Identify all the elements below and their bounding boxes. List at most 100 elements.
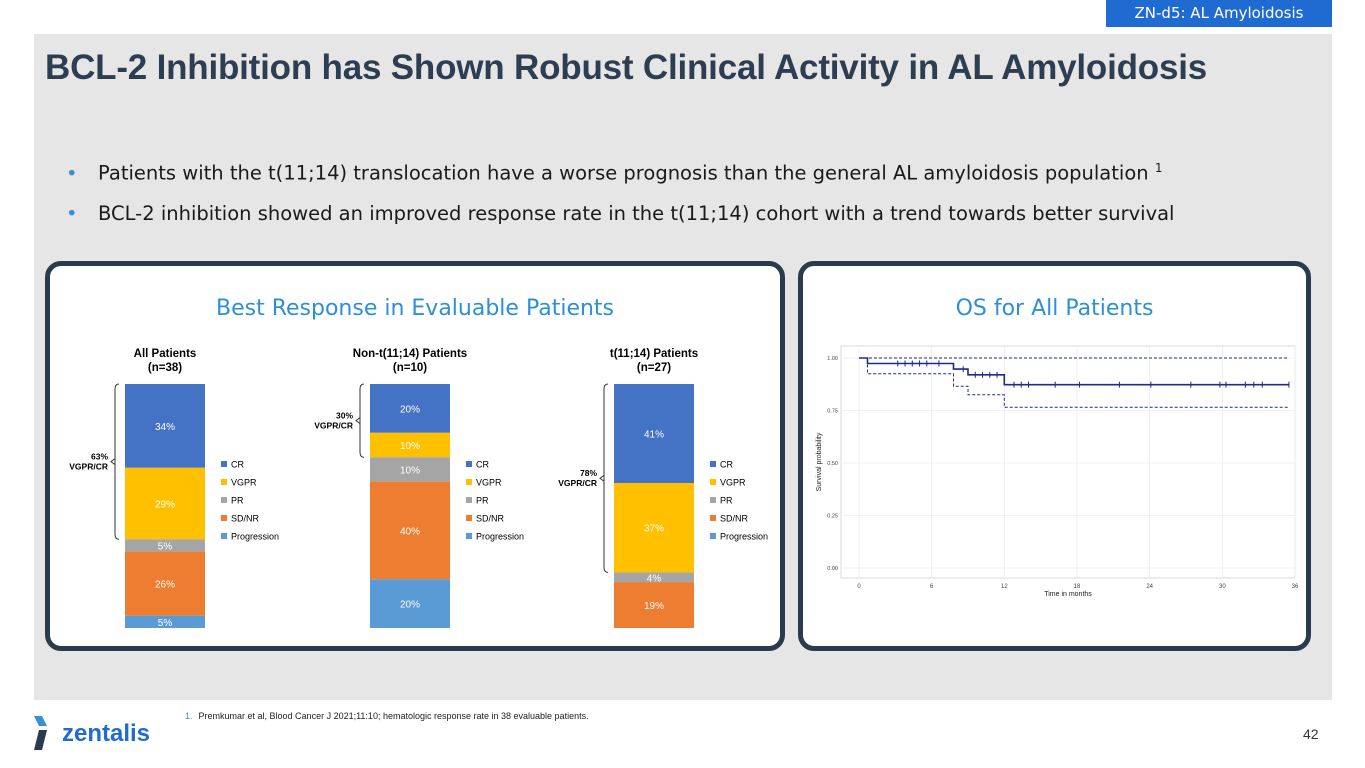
bullet-text: Patients with the t(11;14) translocation… (98, 161, 1149, 185)
y-tick-label: 1.00 (827, 356, 838, 362)
os-panel: OS for All Patients 0 6 12 18 24 30 36 0.00 0.25… (798, 261, 1311, 651)
bar-data-label: 10% (400, 441, 420, 452)
bracket-label: VGPR/CR (314, 421, 353, 431)
legend-label: VGPR (231, 478, 257, 488)
x-tick-label: 24 (1146, 584, 1153, 590)
legend-label: CR (231, 460, 244, 470)
bracket-value: 63% (91, 452, 108, 462)
legend-label: CR (720, 460, 733, 470)
bullet-item: • BCL-2 inhibition showed an improved res… (66, 202, 1174, 225)
bar-data-label: 41% (644, 430, 664, 441)
y-tick-label: 0.00 (827, 566, 838, 572)
page-number: 42 (1303, 726, 1319, 742)
bar-data-label: 40% (400, 526, 420, 537)
legend-label: PR (231, 496, 244, 506)
legend-swatch (466, 497, 472, 503)
os-km-chart: 0 6 12 18 24 30 36 0.00 0.25 0.50 0.75 1.00 Time in … (816, 345, 1299, 598)
y-tick-label: 0.25 (827, 514, 838, 520)
bracket-label: VGPR/CR (558, 478, 597, 488)
bracket-label: VGPR/CR (69, 462, 108, 472)
legend-swatch (221, 533, 227, 539)
bar-data-label: 29% (155, 500, 175, 511)
bracket-value: 78% (580, 468, 597, 478)
x-tick-label: 6 (930, 584, 934, 590)
bar-segment (370, 481, 450, 580)
bracket-tip (110, 458, 116, 466)
legend-swatch (466, 479, 472, 485)
legend-swatch (221, 497, 227, 503)
bar-segment (125, 539, 205, 552)
legend-label: VGPR (720, 478, 746, 488)
group-title: Non-t(11;14) Patients (353, 348, 467, 360)
bar-data-label: 20% (400, 600, 420, 611)
bar-data-label: 34% (155, 422, 175, 433)
footnote-number: 1. (185, 711, 193, 721)
panel-title-right: OS for All Patients (955, 296, 1154, 321)
logo-mark-icon (34, 716, 47, 726)
panel-title-left: Best Response in Evaluable Patients (215, 296, 615, 321)
logo-text: zentalis (62, 720, 150, 747)
bullet-dot-icon: • (66, 202, 78, 225)
bar-segment (370, 579, 450, 628)
bar-segment (614, 384, 694, 484)
bar-data-label: 26% (155, 580, 175, 591)
bracket-value: 30% (336, 411, 353, 421)
legend-swatch (710, 479, 716, 485)
legend-swatch (221, 515, 227, 521)
bar-data-label: 37% (644, 524, 664, 535)
x-tick-label: 12 (1001, 584, 1008, 590)
x-tick-label: 30 (1219, 584, 1226, 590)
legend-swatch (710, 515, 716, 521)
bar-segment (370, 457, 450, 482)
legend-swatch (710, 533, 716, 539)
bullet-dot-icon: • (66, 161, 78, 185)
legend-label: PR (476, 496, 489, 506)
legend-swatch (710, 461, 716, 467)
best-response-panel: Best Response in Evaluable Patients All … (45, 261, 785, 651)
legend-label: Progression (231, 532, 279, 542)
bar-segment (125, 551, 205, 616)
legend-label: PR (720, 496, 733, 506)
group-subtitle: (n=27) (637, 362, 671, 374)
legend-label: VGPR (476, 478, 502, 488)
bar-data-label: 19% (644, 601, 664, 612)
bar-segment (370, 432, 450, 458)
legend-swatch (466, 533, 472, 539)
bar-segment (125, 615, 205, 628)
bracket-line (359, 383, 365, 458)
bracket-tip (599, 474, 605, 482)
group-subtitle: (n=10) (393, 362, 427, 374)
logo-mark-lower-icon (34, 730, 47, 750)
bar-segment (125, 384, 205, 468)
footnote: 1. Premkumar et al, Blood Cancer J 2021;1… (185, 711, 589, 721)
legend-label: SD/NR (720, 514, 749, 524)
bracket-tip (355, 417, 361, 424)
bar-data-label: 10% (400, 465, 420, 476)
bar-data-label: 4% (647, 573, 662, 584)
bar-data-label: 20% (400, 404, 420, 415)
legend-swatch (710, 497, 716, 503)
y-tick-label: 0.50 (827, 461, 838, 467)
legend-label: SD/NR (476, 514, 505, 524)
bar-segment (614, 572, 694, 583)
legend-label: SD/NR (231, 514, 260, 524)
x-tick-label: 0 (857, 584, 861, 590)
bar-segment (614, 582, 694, 628)
group-title: All Patients (134, 348, 197, 360)
bar-data-label: 5% (158, 541, 173, 552)
x-tick-label: 18 (1074, 584, 1081, 590)
bar-segment (614, 483, 694, 573)
bullet-superscript: 1 (1154, 161, 1163, 175)
km-line-lower (859, 357, 1289, 408)
legend-swatch (221, 479, 227, 485)
bar-segment (370, 384, 450, 433)
bullet-text: BCL-2 inhibition showed an improved resp… (98, 202, 1175, 225)
x-axis-label: Time in months (1044, 591, 1092, 598)
group-title: t(11;14) Patients (610, 348, 698, 360)
page-title: BCL-2 Inhibition has Shown Robust Clinic… (45, 48, 1208, 87)
group-subtitle: (n=38) (148, 362, 182, 374)
zentalis-logo: zentalis (34, 716, 150, 750)
y-axis-label: Survival probability (816, 432, 823, 491)
bar-data-label: 5% (158, 618, 173, 629)
